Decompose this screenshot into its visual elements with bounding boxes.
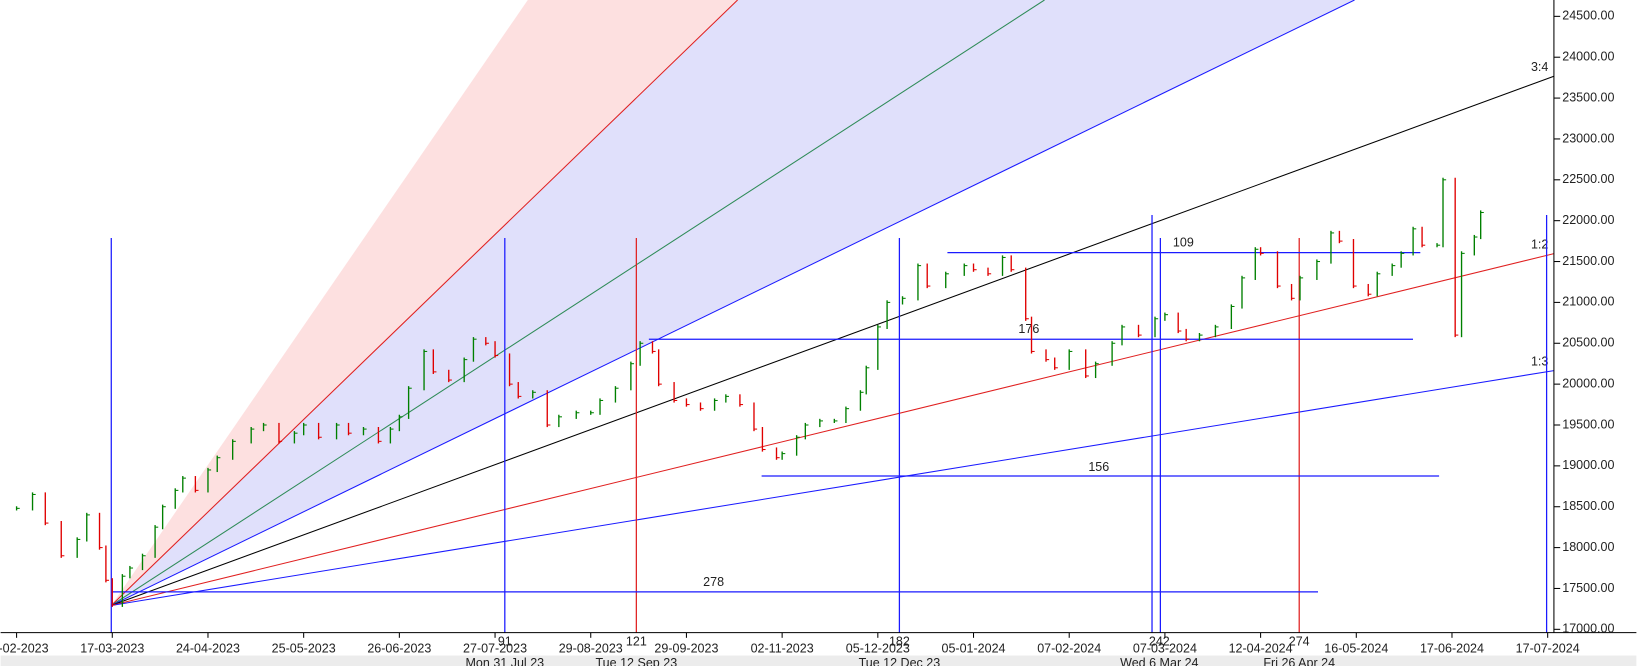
x-tick-label: 07-03-2024 — [1133, 642, 1197, 656]
x-tick-label: 24-04-2023 — [176, 642, 240, 656]
x-tick-label: 17-07-2024 — [1516, 642, 1580, 656]
y-tick-label: 17000.00 — [1562, 622, 1614, 636]
cycle-date: Tue 12 Dec 23 — [859, 656, 941, 666]
y-tick-label: 20500.00 — [1562, 336, 1614, 350]
cycle-label: 121 — [626, 634, 647, 648]
cycle-label: 274 — [1289, 634, 1310, 648]
fan-label: 1:2 — [1531, 238, 1548, 252]
fan-line — [110, 0, 738, 606]
cycle-date: Mon 31 Jul 23 — [465, 656, 544, 666]
cycle-date: Tue 12 Sep 23 — [596, 656, 678, 666]
y-tick-label: 24000.00 — [1562, 50, 1614, 64]
x-tick-label: 17-03-2023 — [80, 642, 144, 656]
cycle-label: 182 — [889, 634, 910, 648]
x-tick-label: 26-06-2023 — [367, 642, 431, 656]
range-label: 278 — [703, 575, 724, 589]
fan-line — [111, 0, 1355, 606]
x-tick-label: 12-04-2024 — [1229, 642, 1293, 656]
cycle-lines — [110, 215, 1548, 633]
y-tick-label: 20000.00 — [1562, 376, 1614, 390]
fan-line — [111, 75, 1555, 606]
x-tick-label: 02-11-2023 — [751, 642, 814, 656]
cycle-date: Fri 26 Apr 24 — [1263, 656, 1335, 666]
status-strip — [0, 655, 1637, 666]
y-tick-label: 18000.00 — [1562, 540, 1614, 554]
y-tick-label: 19500.00 — [1562, 417, 1614, 431]
x-tick-label: 29-08-2023 — [559, 642, 623, 656]
range-label: 176 — [1018, 322, 1039, 336]
x-tick-label: 25-05-2023 — [272, 642, 336, 656]
y-tick-label: 24500.00 — [1562, 9, 1614, 23]
fan-label: 1:3 — [1531, 355, 1548, 369]
fan-line — [111, 370, 1555, 606]
y-tick-label: 21000.00 — [1562, 295, 1614, 309]
x-tick-label: 29-09-2023 — [654, 642, 718, 656]
y-tick-label: 22000.00 — [1562, 213, 1614, 227]
y-tick-label: 21500.00 — [1562, 254, 1614, 268]
y-tick-label: 23500.00 — [1562, 90, 1614, 104]
x-tick-label: 07-02-2024 — [1037, 642, 1101, 656]
y-tick-label: 18500.00 — [1562, 499, 1614, 513]
x-tick-label: 15-02-2023 — [0, 642, 49, 656]
fan-line — [110, 0, 1045, 606]
x-tick-label: 05-01-2024 — [942, 642, 1006, 656]
y-tick-label: 22500.00 — [1562, 172, 1614, 186]
fan-line — [111, 253, 1555, 606]
y-tick-label: 23000.00 — [1562, 131, 1614, 145]
fan-label: 3:4 — [1531, 60, 1548, 74]
x-tick-label: 16-05-2024 — [1324, 642, 1388, 656]
cycle-label: 91 — [498, 634, 512, 648]
x-tick-label: 05-12-2023 — [846, 642, 910, 656]
x-tick-label: 17-06-2024 — [1420, 642, 1484, 656]
cycle-date: Wed 6 Mar 24 — [1120, 656, 1198, 666]
range-label: 156 — [1088, 460, 1109, 474]
y-tick-label: 17500.00 — [1562, 581, 1614, 595]
range-label: 109 — [1173, 236, 1194, 250]
y-tick-label: 19000.00 — [1562, 458, 1614, 472]
x-tick-label: 27-07-2023 — [463, 642, 527, 656]
